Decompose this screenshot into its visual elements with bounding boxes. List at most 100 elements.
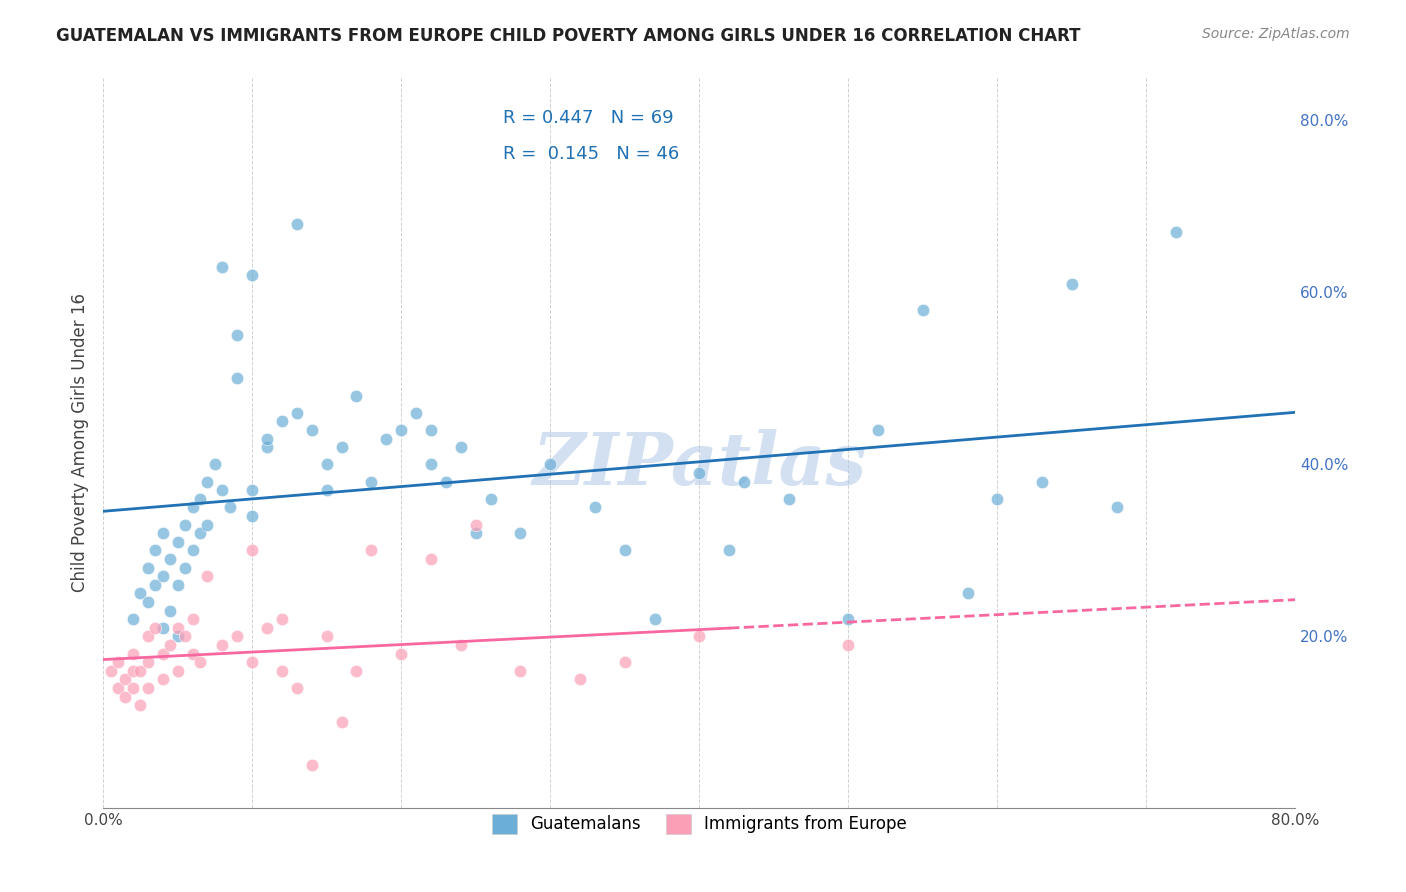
Point <box>405 406 427 420</box>
Point <box>143 621 166 635</box>
Point <box>181 612 204 626</box>
Point <box>240 483 263 498</box>
Point <box>733 475 755 489</box>
Point <box>1105 500 1128 515</box>
Point <box>271 612 294 626</box>
Point <box>226 371 249 385</box>
Point <box>868 423 890 437</box>
Text: R =  0.145   N = 46: R = 0.145 N = 46 <box>502 145 679 163</box>
Point <box>114 690 136 704</box>
Point <box>434 475 457 489</box>
Point <box>197 475 219 489</box>
Point <box>688 466 710 480</box>
Point <box>129 586 152 600</box>
Point <box>166 630 188 644</box>
Point <box>181 647 204 661</box>
Point <box>360 543 382 558</box>
Point <box>911 302 934 317</box>
Point <box>218 500 240 515</box>
Point <box>778 491 800 506</box>
Point <box>174 630 197 644</box>
Point <box>211 483 233 498</box>
Point <box>204 458 226 472</box>
Point <box>122 612 145 626</box>
Point <box>136 595 159 609</box>
Y-axis label: Child Poverty Among Girls Under 16: Child Poverty Among Girls Under 16 <box>72 293 89 592</box>
Point <box>1031 475 1053 489</box>
Point <box>226 630 249 644</box>
Point <box>143 543 166 558</box>
Point <box>256 440 278 454</box>
Point <box>315 458 337 472</box>
Point <box>569 673 592 687</box>
Point <box>100 664 122 678</box>
Point <box>285 406 308 420</box>
Legend: Guatemalans, Immigrants from Europe: Guatemalans, Immigrants from Europe <box>482 804 917 844</box>
Point <box>613 655 636 669</box>
Point <box>1060 277 1083 291</box>
Point <box>644 612 666 626</box>
Point <box>152 569 174 583</box>
Point <box>174 517 197 532</box>
Point <box>464 526 486 541</box>
Point <box>956 586 979 600</box>
Point <box>188 526 211 541</box>
Point <box>152 621 174 635</box>
Point <box>450 638 472 652</box>
Point <box>301 758 323 772</box>
Point <box>330 715 353 730</box>
Point <box>688 630 710 644</box>
Point <box>420 423 443 437</box>
Point <box>197 517 219 532</box>
Point <box>166 578 188 592</box>
Point <box>538 458 561 472</box>
Point <box>159 604 181 618</box>
Point <box>129 698 152 713</box>
Point <box>136 560 159 574</box>
Point <box>285 681 308 695</box>
Point <box>271 664 294 678</box>
Point <box>174 560 197 574</box>
Point <box>129 664 152 678</box>
Point <box>114 673 136 687</box>
Point <box>509 664 531 678</box>
Point <box>256 621 278 635</box>
Point <box>166 664 188 678</box>
Point <box>188 491 211 506</box>
Point <box>240 509 263 524</box>
Point <box>375 432 398 446</box>
Point <box>211 638 233 652</box>
Point <box>240 268 263 283</box>
Point <box>479 491 502 506</box>
Point <box>152 526 174 541</box>
Point <box>166 534 188 549</box>
Point <box>152 673 174 687</box>
Point <box>360 475 382 489</box>
Point <box>107 681 129 695</box>
Point <box>837 612 859 626</box>
Point <box>159 552 181 566</box>
Point <box>240 655 263 669</box>
Point <box>166 621 188 635</box>
Text: ZIPatlas: ZIPatlas <box>533 429 866 500</box>
Point <box>122 681 145 695</box>
Point <box>389 423 412 437</box>
Point <box>188 655 211 669</box>
Point <box>136 655 159 669</box>
Point <box>136 681 159 695</box>
Point <box>389 647 412 661</box>
Point <box>181 500 204 515</box>
Point <box>143 578 166 592</box>
Point <box>136 630 159 644</box>
Point <box>122 664 145 678</box>
Point <box>450 440 472 454</box>
Point <box>197 569 219 583</box>
Point <box>240 543 263 558</box>
Point <box>285 217 308 231</box>
Point <box>346 664 368 678</box>
Point <box>181 543 204 558</box>
Point <box>211 260 233 274</box>
Point <box>226 328 249 343</box>
Point <box>256 432 278 446</box>
Point <box>464 517 486 532</box>
